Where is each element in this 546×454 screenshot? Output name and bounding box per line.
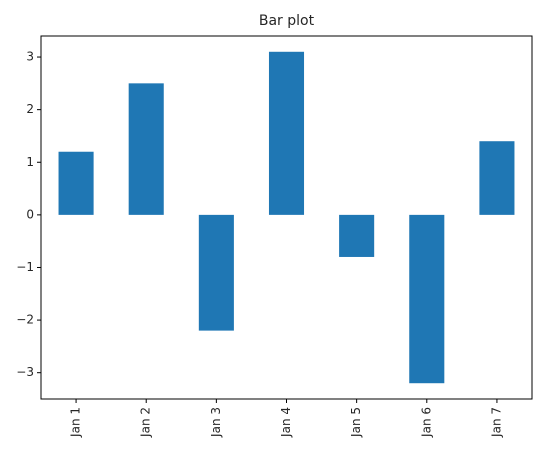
x-tick-label: Jan 4	[279, 407, 293, 438]
bar	[128, 83, 164, 215]
bar	[268, 51, 305, 215]
plot-frame	[40, 35, 533, 400]
y-tick-label: 0	[26, 207, 34, 221]
x-tick-label: Jan 7	[489, 407, 503, 438]
bar	[479, 141, 515, 215]
x-tick-label: Jan 1	[69, 407, 83, 438]
y-tick-label: −2	[16, 313, 34, 327]
x-tick-label: Jan 5	[349, 407, 363, 438]
bar	[58, 151, 94, 215]
y-tick-label: 1	[26, 155, 34, 169]
y-tick-label: 3	[26, 50, 34, 64]
y-tick-label: −1	[16, 260, 34, 274]
bar	[409, 214, 445, 384]
y-tick-label: −3	[16, 365, 34, 379]
y-axis-ticks: −3 −2 −1 0 1 2 3	[16, 50, 41, 379]
y-tick-label: 2	[26, 102, 34, 116]
bar	[339, 214, 375, 257]
bar	[198, 214, 234, 331]
x-tick-label: Jan 3	[209, 407, 223, 438]
x-tick-label: Jan 6	[419, 407, 433, 438]
x-axis-ticks: Jan 1 Jan 2 Jan 3 Jan 4 Jan 5 Jan 6 Jan 7	[69, 399, 503, 438]
bar-series	[58, 51, 515, 384]
x-tick-label: Jan 2	[139, 407, 153, 438]
chart-title: Bar plot	[259, 13, 315, 29]
